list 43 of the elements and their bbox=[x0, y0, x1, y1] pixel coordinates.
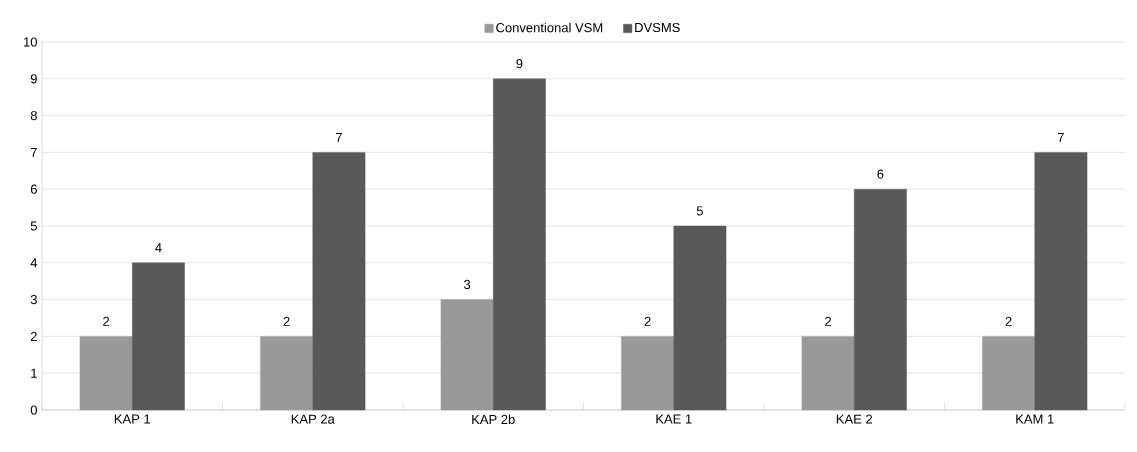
legend-label: Conventional VSM bbox=[496, 22, 603, 33]
y-tick-label: 10 bbox=[24, 37, 37, 47]
y-tick-label: 1 bbox=[31, 368, 37, 378]
x-tick-label: KAP 2a bbox=[291, 414, 335, 424]
bar bbox=[493, 78, 546, 411]
bar bbox=[801, 336, 855, 411]
data-label: 2 bbox=[103, 316, 110, 326]
bar bbox=[1034, 152, 1088, 411]
legend-label: DVSMS bbox=[635, 22, 680, 33]
bar bbox=[312, 152, 366, 411]
bar bbox=[621, 336, 674, 411]
y-tick-label: 3 bbox=[30, 294, 37, 305]
data-label: 7 bbox=[335, 132, 342, 142]
data-label: 9 bbox=[516, 59, 523, 69]
bar bbox=[132, 262, 185, 411]
data-label: 2 bbox=[825, 316, 832, 326]
x-tick-label: KAP 2b bbox=[472, 414, 515, 425]
bar bbox=[260, 336, 313, 411]
data-label: 2 bbox=[283, 316, 290, 326]
y-tick-label: 9 bbox=[30, 74, 37, 84]
bar bbox=[440, 299, 494, 411]
y-tick-label: 5 bbox=[30, 221, 37, 231]
y-tick-label: 8 bbox=[30, 110, 37, 121]
data-label: 4 bbox=[155, 243, 162, 253]
y-tick-label: 6 bbox=[30, 184, 37, 194]
y-tick-label: 0 bbox=[30, 405, 37, 415]
data-label: 5 bbox=[696, 206, 703, 216]
x-tick-label: KAE 2 bbox=[836, 414, 872, 424]
bar bbox=[982, 336, 1035, 411]
x-tick-label: KAM 1 bbox=[1016, 414, 1054, 424]
bar bbox=[79, 336, 133, 411]
data-label: 3 bbox=[463, 279, 471, 290]
data-label: 2 bbox=[1005, 316, 1012, 326]
bar bbox=[854, 188, 907, 411]
y-tick-label: 2 bbox=[30, 331, 37, 341]
data-label: 2 bbox=[644, 316, 651, 326]
y-tick-label: 4 bbox=[30, 258, 38, 268]
x-tick-label: KAP 1 bbox=[114, 414, 151, 424]
bar bbox=[673, 225, 727, 411]
x-tick-label: KAE 1 bbox=[656, 414, 692, 424]
y-tick-label: 7 bbox=[30, 147, 37, 157]
data-label: 6 bbox=[877, 169, 884, 179]
data-label: 7 bbox=[1057, 132, 1064, 142]
